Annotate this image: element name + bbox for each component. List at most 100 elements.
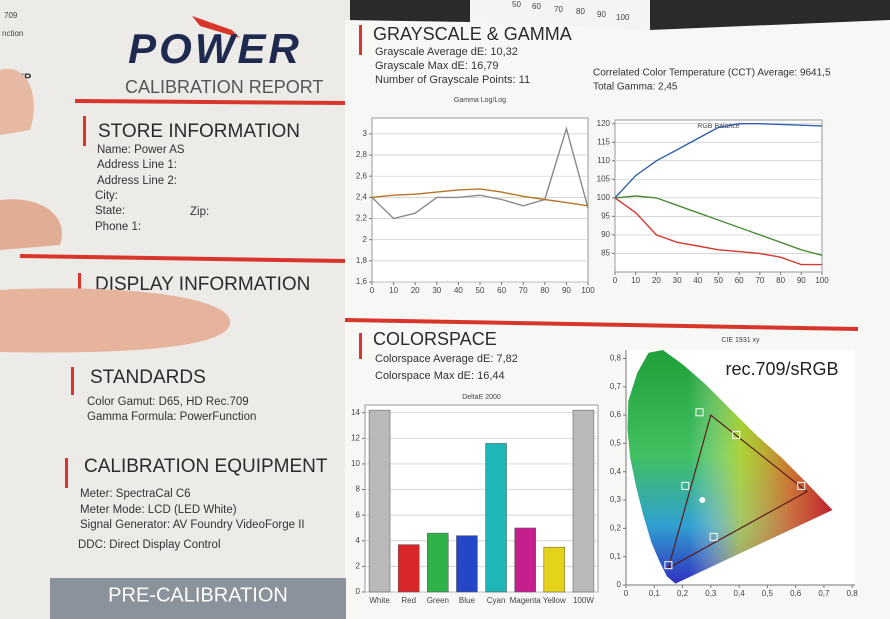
heading: CALIBRATION EQUIPMENT [84, 456, 328, 477]
line: State: [95, 205, 125, 217]
fragment: 60 [532, 2, 541, 11]
plot-area [614, 119, 823, 273]
x-tick-label: White [369, 596, 390, 605]
heading: STANDARDS [90, 367, 206, 388]
x-tick-label: 100W [573, 596, 594, 605]
x-tick-label: 100 [815, 276, 829, 285]
x-tick-label: 60 [735, 276, 744, 285]
fragment: 50 [512, 0, 521, 9]
fragment: 90 [597, 10, 606, 19]
target-marker [732, 430, 741, 439]
x-tick-label: 30 [432, 286, 441, 295]
y-tick-label: 2,6 [356, 171, 368, 180]
y-tick-label: 120 [597, 119, 611, 128]
y-tick-label: 2,8 [356, 150, 368, 159]
accent [359, 333, 362, 359]
accent [83, 116, 86, 146]
x-tick-label: 20 [652, 276, 661, 285]
bar [514, 527, 536, 593]
x-tick-label: 80 [540, 286, 549, 295]
bar [572, 409, 595, 593]
section-title: GRAYSCALE & GAMMA [373, 24, 572, 44]
fragment: 80 [576, 7, 585, 16]
x-tick-label: 20 [411, 286, 420, 295]
y-tick-label: 3 [363, 129, 368, 138]
stat: Colorspace Average dE: 7,82 [375, 353, 518, 365]
measured-marker [699, 497, 706, 504]
x-tick-label: 100 [581, 286, 595, 295]
stat: Correlated Color Temperature (CCT) Avera… [593, 68, 831, 79]
y-tick-label: 0,5 [610, 439, 622, 448]
y-tick-label: 1,8 [356, 256, 368, 265]
line: Address Line 1: [97, 159, 177, 171]
line: Color Gamut: D65, HD Rec.709 [87, 396, 249, 408]
y-tick-label: 0,1 [610, 552, 622, 561]
x-tick-label: Blue [459, 596, 476, 605]
accent [359, 25, 362, 55]
stat: Number of Grayscale Points: 11 [375, 74, 530, 86]
bar [427, 532, 449, 593]
stat: Grayscale Max dE: 16,79 [375, 60, 499, 72]
divider [74, 99, 346, 105]
fragment: nction [2, 29, 23, 38]
fragment: 100 [616, 13, 630, 22]
y-tick-label: 0,2 [610, 523, 622, 532]
y-tick-label: 2 [356, 561, 361, 570]
chart-title: CIE 1931 xy [721, 337, 760, 344]
y-tick-label: 2,2 [356, 214, 368, 223]
x-tick-label: 60 [497, 286, 506, 295]
fragment: 709 [4, 11, 18, 20]
series-line [371, 126, 589, 220]
y-tick-label: 0,3 [610, 495, 622, 504]
line: Zip: [190, 206, 209, 218]
footer: PRE-CALIBRATION [108, 584, 288, 606]
y-tick-label: 105 [597, 174, 611, 183]
target-marker [681, 481, 690, 490]
heading: STORE INFORMATION [98, 121, 300, 142]
bar [456, 535, 478, 593]
accent [71, 367, 74, 395]
chart-title: DeltaE 2000 [462, 394, 501, 401]
y-tick-label: 2 [363, 235, 368, 244]
y-tick-label: 90 [601, 230, 610, 239]
stat: Colorspace Max dE: 16,44 [375, 370, 505, 382]
line: Address Line 2: [97, 175, 177, 187]
x-tick-label: 90 [562, 286, 571, 295]
y-tick-label: 0,8 [610, 354, 622, 363]
y-tick-label: 115 [597, 137, 610, 146]
x-tick-label: 50 [476, 286, 485, 295]
y-tick-label: 12 [351, 433, 360, 442]
series-line [371, 188, 589, 207]
x-tick-label: 0 [370, 286, 375, 295]
x-tick-label: 0,2 [677, 589, 689, 598]
target-marker [664, 561, 673, 570]
report-title: CALIBRATION REPORT [125, 77, 323, 97]
y-tick-label: 85 [601, 249, 610, 258]
plot-area [371, 117, 589, 283]
x-tick-label: 40 [454, 286, 463, 295]
finger [0, 68, 34, 135]
x-tick-label: 10 [631, 276, 640, 285]
bar [397, 544, 420, 593]
x-tick-label: 0,5 [762, 589, 774, 598]
x-tick-label: 0,8 [847, 589, 859, 598]
x-tick-label: 80 [776, 276, 785, 285]
x-tick-label: 90 [797, 276, 806, 285]
series-line [614, 197, 822, 266]
y-tick-label: 2,4 [356, 192, 368, 201]
bar [485, 443, 507, 593]
divider [344, 318, 859, 331]
series-line [614, 123, 823, 199]
section-title: COLORSPACE [373, 329, 497, 349]
chart-title: RGB Balance [697, 123, 740, 130]
y-tick-label: 95 [601, 211, 610, 220]
chart-title: Gamma Log/Log [454, 97, 506, 104]
x-tick-label: Red [401, 596, 416, 605]
line: Signal Generator: AV Foundry VideoForge … [80, 519, 305, 531]
x-tick-label: Yellow [543, 596, 566, 605]
heading: DISPLAY INFORMATION [95, 274, 310, 295]
x-tick-label: 50 [714, 276, 723, 285]
line: City: [95, 190, 118, 202]
x-tick-label: 10 [389, 286, 398, 295]
gamut-triangle [667, 414, 808, 570]
